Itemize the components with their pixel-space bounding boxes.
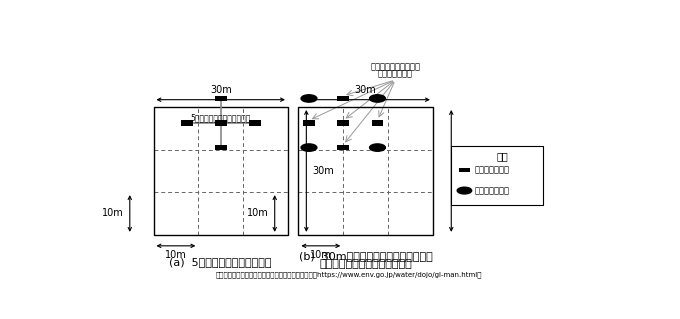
- Text: 30m: 30m: [355, 85, 377, 95]
- Text: 出典：「土壌汚染対策法ガイドライン」（環境省）（https://www.env.go.jp/water/dojo/gl-man.html）: 出典：「土壌汚染対策法ガイドライン」（環境省）（https://www.env.…: [216, 271, 481, 278]
- Bar: [299, 107, 432, 235]
- Circle shape: [301, 95, 317, 102]
- Text: 5地点均等混合法による採取: 5地点均等混合法による採取: [190, 113, 251, 122]
- Bar: [250, 120, 261, 126]
- Circle shape: [370, 144, 386, 151]
- Bar: [303, 120, 315, 126]
- Text: ：追加調査地点: ：追加調査地点: [475, 186, 510, 195]
- Text: (a)  5地点均等混合法による例: (a) 5地点均等混合法による例: [169, 257, 272, 267]
- Bar: [181, 120, 192, 126]
- Text: 30m: 30m: [313, 166, 335, 176]
- Text: 10m: 10m: [102, 209, 124, 219]
- Bar: [215, 96, 226, 101]
- Circle shape: [301, 144, 317, 151]
- Text: 個別に分析する: 個別に分析する: [377, 70, 413, 79]
- Text: ：試料採取地点: ：試料採取地点: [475, 166, 510, 174]
- Text: 30m: 30m: [458, 166, 479, 176]
- Text: 試料採取地点の試料は: 試料採取地点の試料は: [370, 63, 420, 71]
- Bar: [337, 145, 349, 150]
- Bar: [215, 145, 226, 150]
- Text: あった場合の追加調査の配置例: あった場合の追加調査の配置例: [319, 259, 412, 269]
- Text: 10m: 10m: [310, 250, 332, 260]
- Text: 30m: 30m: [210, 85, 232, 95]
- Text: 10m: 10m: [165, 250, 187, 260]
- Bar: [459, 167, 470, 172]
- Text: 凡例: 凡例: [496, 151, 508, 161]
- Bar: [215, 120, 226, 126]
- Text: (b)  30m格子内の調査で基準不適合で: (b) 30m格子内の調査で基準不適合で: [299, 251, 432, 261]
- Circle shape: [370, 95, 386, 102]
- Bar: [154, 107, 288, 235]
- Bar: [452, 146, 543, 205]
- Text: 10m: 10m: [247, 209, 269, 219]
- Bar: [372, 120, 384, 126]
- Bar: [337, 96, 349, 101]
- Bar: [337, 120, 349, 126]
- Circle shape: [457, 187, 472, 194]
